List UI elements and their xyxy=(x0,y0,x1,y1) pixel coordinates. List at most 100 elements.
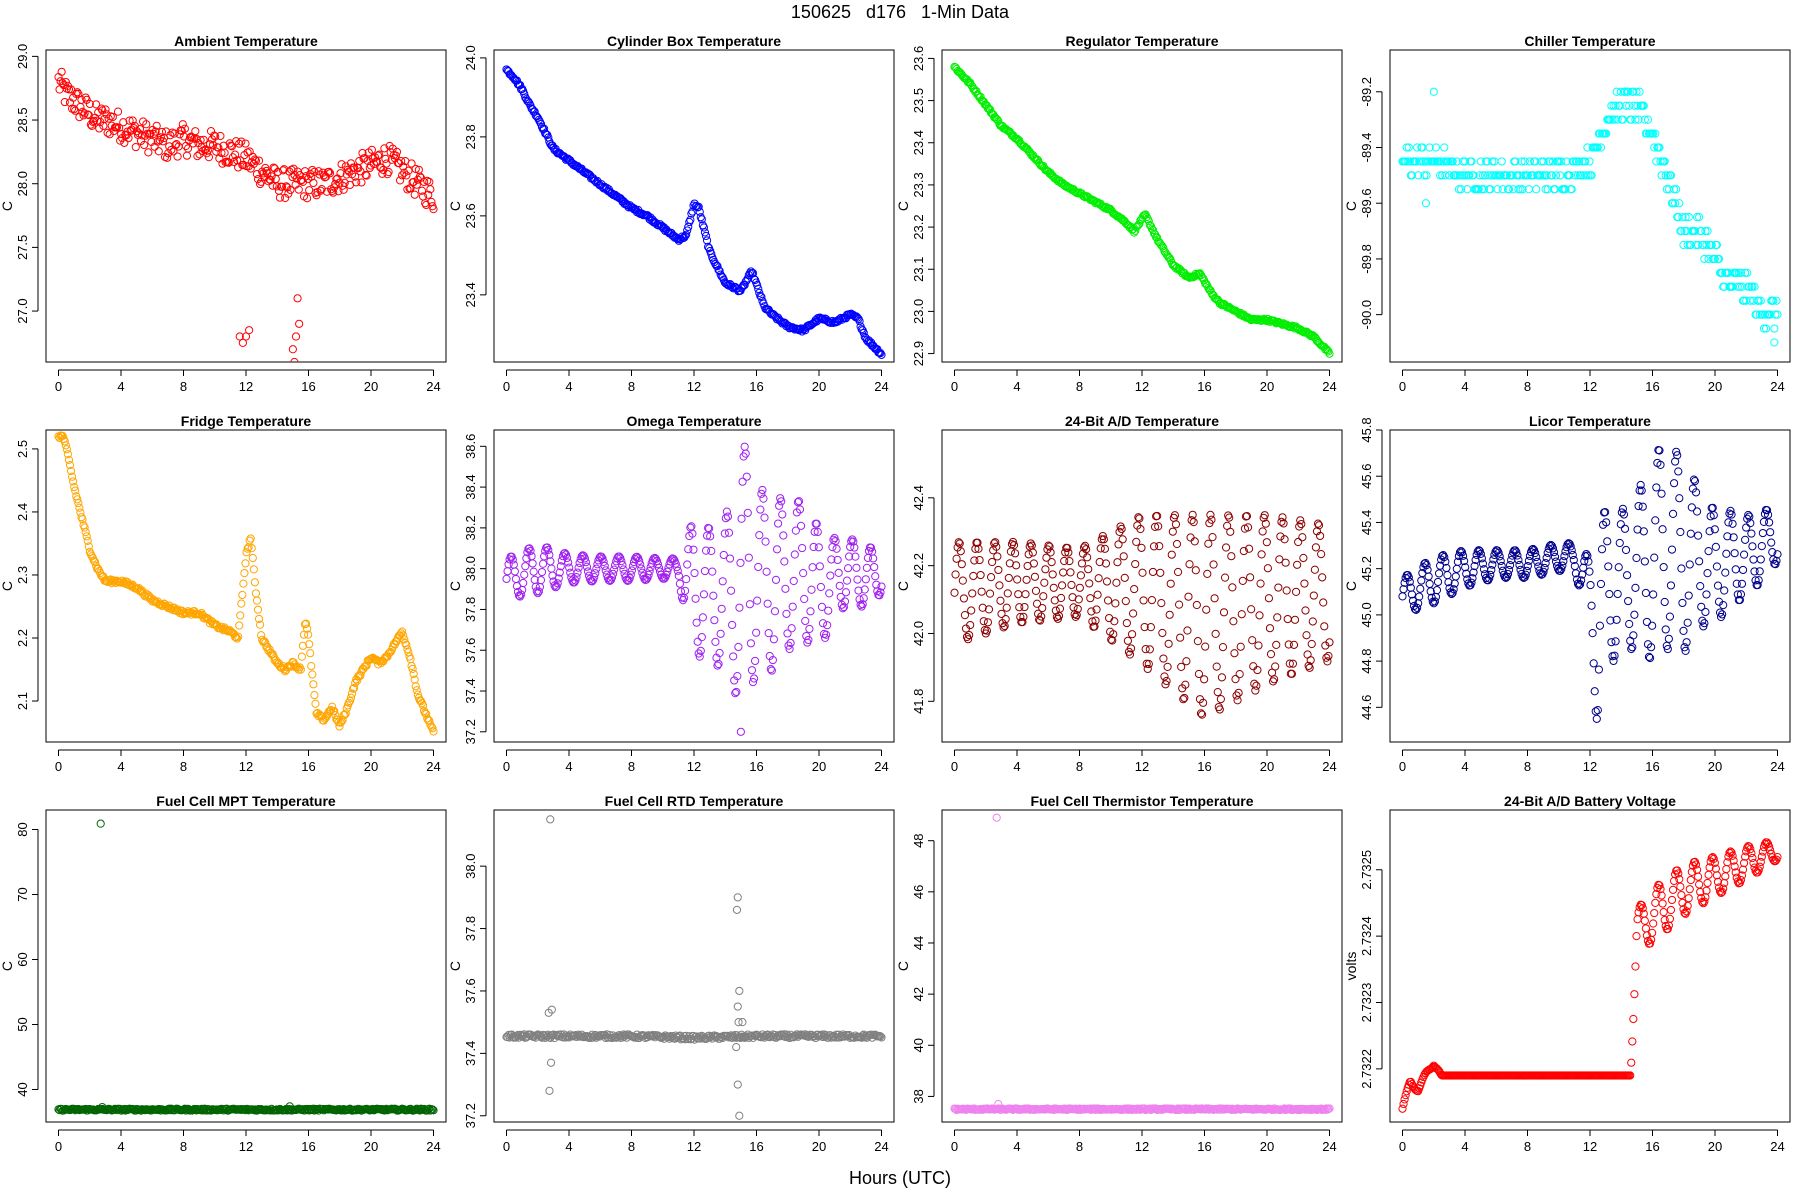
data-point xyxy=(1567,185,1576,194)
data-point xyxy=(1201,642,1210,651)
data-point xyxy=(756,505,765,514)
data-point xyxy=(510,567,519,576)
data-point xyxy=(1621,101,1631,110)
data-point xyxy=(566,568,575,577)
data-point xyxy=(615,552,624,561)
data-point xyxy=(1059,568,1068,577)
data-point xyxy=(632,552,642,561)
data-point xyxy=(1656,157,1665,166)
data-point xyxy=(64,455,74,464)
data-point xyxy=(1324,651,1333,661)
data-point xyxy=(1183,626,1192,635)
data-point xyxy=(813,1030,822,1039)
data-point xyxy=(1520,157,1529,166)
y-axis-label: C xyxy=(1343,581,1359,591)
data-point xyxy=(1640,916,1649,925)
data-point xyxy=(1103,596,1113,605)
data-point xyxy=(561,550,571,559)
data-point xyxy=(1739,858,1749,868)
x-tick-label: 4 xyxy=(1461,1139,1468,1154)
data-point xyxy=(777,497,786,506)
data-point xyxy=(1453,557,1462,566)
data-point xyxy=(1221,302,1231,311)
data-point xyxy=(398,171,407,180)
data-point xyxy=(1001,614,1010,624)
data-point xyxy=(1454,185,1464,194)
data-point xyxy=(423,176,432,185)
x-tick-label: 16 xyxy=(1197,1139,1211,1154)
data-point xyxy=(1461,157,1470,166)
data-point xyxy=(1639,527,1648,536)
data-point xyxy=(250,155,259,164)
data-point xyxy=(1274,583,1283,592)
data-point xyxy=(823,621,832,630)
data-point xyxy=(704,242,713,251)
data-point xyxy=(571,576,580,585)
outlier-point xyxy=(733,1080,742,1089)
data-point xyxy=(736,558,745,567)
data-point xyxy=(1496,556,1505,566)
y-tick-label: 2.1 xyxy=(15,692,30,710)
y-tick-label: -90.0 xyxy=(1359,300,1374,330)
data-point xyxy=(717,604,726,613)
data-point xyxy=(1448,157,1457,166)
data-point xyxy=(400,168,409,177)
data-point xyxy=(843,564,853,573)
data-point xyxy=(1686,529,1695,538)
data-point xyxy=(1692,213,1702,222)
data-point xyxy=(1747,529,1756,538)
data-point xyxy=(228,153,238,162)
outlier-point xyxy=(735,1111,744,1120)
data-point xyxy=(1700,897,1709,906)
data-point xyxy=(1426,587,1435,596)
data-point xyxy=(1607,638,1616,647)
outlier-point xyxy=(288,345,297,354)
data-point xyxy=(166,131,175,140)
data-point xyxy=(780,557,789,566)
data-point xyxy=(1511,157,1520,166)
data-point xyxy=(336,718,345,727)
data-point xyxy=(1239,546,1248,556)
data-point xyxy=(1582,549,1591,559)
data-point xyxy=(1585,157,1594,166)
data-point xyxy=(1325,349,1334,358)
data-point xyxy=(700,228,710,237)
data-point xyxy=(1004,573,1013,583)
data-point xyxy=(1073,604,1082,614)
data-point xyxy=(1625,619,1634,629)
data-point xyxy=(1683,240,1692,250)
data-point xyxy=(267,172,276,181)
data-point xyxy=(321,713,331,722)
data-point xyxy=(1242,511,1252,521)
data-point xyxy=(1665,914,1675,923)
data-point xyxy=(767,666,776,675)
data-point xyxy=(645,567,654,576)
data-point xyxy=(78,107,87,116)
data-point xyxy=(1762,838,1772,847)
data-point xyxy=(408,664,417,674)
data-point xyxy=(1471,555,1480,565)
data-point xyxy=(1593,706,1602,715)
data-point xyxy=(374,151,383,160)
x-tick-label: 24 xyxy=(1770,1139,1784,1154)
data-point xyxy=(1158,242,1167,251)
data-point xyxy=(131,142,140,152)
data-point xyxy=(1612,615,1621,624)
y-tick-label: 23.3 xyxy=(911,172,926,197)
data-point xyxy=(1402,143,1411,152)
data-point xyxy=(556,562,565,571)
data-point xyxy=(1755,862,1764,871)
data-point xyxy=(1425,579,1434,589)
data-point xyxy=(1680,908,1689,918)
data-point xyxy=(1244,544,1254,553)
data-series xyxy=(54,431,438,736)
data-point xyxy=(1110,617,1119,626)
data-point xyxy=(421,708,430,718)
data-point xyxy=(824,606,833,615)
y-tick-label: 24.0 xyxy=(463,45,478,70)
data-point xyxy=(400,635,409,644)
data-point xyxy=(429,205,438,214)
data-point xyxy=(1287,669,1296,678)
data-point xyxy=(1469,171,1478,180)
data-point xyxy=(412,180,421,189)
